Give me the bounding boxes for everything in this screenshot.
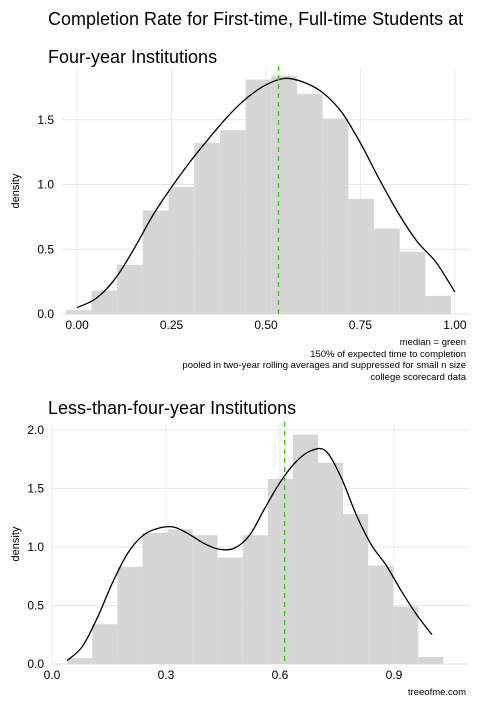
chart-2-histogram-bar [393, 606, 419, 664]
chart-2-title: Less-than-four-year Institutions [48, 398, 297, 418]
chart-1-histogram-bar [194, 143, 220, 314]
chart-2-histogram-bar [267, 479, 293, 664]
chart-2-x-tick-label: 0.0 [44, 668, 61, 682]
chart-2-y-tick-label: 1.0 [27, 540, 44, 554]
chart-2-histogram-bar [67, 658, 93, 664]
chart-1-histogram-bar [322, 118, 349, 314]
caption: median = green 150% of expected time to … [182, 337, 466, 383]
chart-2-histogram-bar [242, 535, 268, 664]
source-credit: treeofme.com [407, 687, 466, 698]
chart-1-histogram-bar [425, 295, 452, 314]
chart-2-x-tick-label: 0.6 [272, 668, 289, 682]
chart-2-histogram-bar [192, 535, 218, 664]
chart-2-y-tick-label: 0.5 [27, 598, 44, 612]
chart-1-y-axis-label: density [10, 173, 22, 208]
chart-2-histogram-bar [92, 624, 118, 664]
caption-line-pooling: pooled in two-year rolling averages and … [182, 360, 466, 371]
chart-2-y-tick-label: 2.0 [27, 423, 44, 437]
chart-1-histogram-bar [219, 130, 246, 314]
chart-1-histogram-bar [271, 75, 297, 314]
chart-1-y-tick-label: 1.5 [37, 113, 54, 127]
caption-line-expected-time: 150% of expected time to completion [310, 348, 466, 360]
chart-1-histogram-bar [65, 310, 92, 314]
chart-2-histogram-bar [343, 514, 369, 664]
chart-title-line-1: Completion Rate for First-time, Full-tim… [48, 9, 464, 29]
chart-2-histogram-bar [318, 462, 344, 664]
caption-line-median: median = green [399, 337, 466, 348]
chart-2-x-tick-label: 0.9 [386, 668, 403, 682]
chart-title-line-2: Four-year Institutions [48, 47, 218, 67]
chart-1-x-tick-label: 0.25 [160, 318, 184, 332]
chart-1-histogram-bar [245, 79, 272, 314]
chart-1-histogram-bar [296, 93, 323, 314]
chart-2-histogram-bar [117, 566, 143, 664]
chart-2-density-curve [66, 447, 433, 661]
chart-2-histogram-bar [217, 557, 243, 664]
chart-1-density-curve [76, 77, 456, 309]
chart-2-histogram-bar [292, 434, 318, 664]
chart-1-x-tick-label: 0.75 [349, 318, 373, 332]
chart-2-y-axis-label: density [10, 526, 22, 561]
chart-1-x-tick-label: 0.00 [65, 318, 89, 332]
chart-2-histogram-bar [142, 532, 168, 664]
chart-1-y-tick-label: 0.0 [37, 307, 54, 321]
chart-1-histogram-bar [142, 210, 169, 314]
chart-1-histogram-bar [117, 264, 143, 314]
chart-2-y-tick-label: 1.5 [27, 481, 44, 495]
chart-1-x-tick-label: 0.50 [254, 318, 278, 332]
chart-1-histogram-bar [399, 251, 426, 314]
chart-1-histogram-bar [168, 187, 195, 314]
chart-2-histogram-bar [368, 565, 394, 664]
chart-1-histogram-bar [374, 228, 400, 314]
chart-2-histogram-bar [167, 529, 193, 664]
chart-2-x-tick-label: 0.3 [158, 668, 175, 682]
chart-1-y-tick-label: 1.0 [37, 178, 54, 192]
chart-1-x-tick-label: 1.00 [443, 318, 467, 332]
chart-2-y-tick-label: 0.0 [27, 657, 44, 671]
chart-1-histogram-bar [348, 198, 375, 314]
caption-line-source-data: college scorecard data [370, 371, 466, 383]
chart-2-histogram-bar [418, 656, 444, 664]
chart-1-histogram-bar [91, 290, 118, 314]
chart-1-y-tick-label: 0.5 [37, 242, 54, 256]
